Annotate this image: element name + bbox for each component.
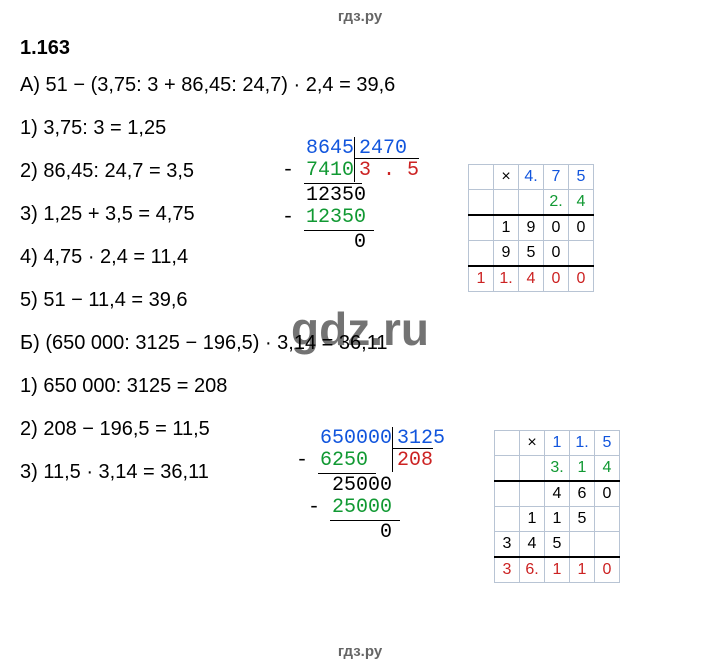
mult-cell	[569, 241, 594, 267]
page-footer: гдз.ру	[0, 639, 720, 660]
section-number: 1.163	[20, 37, 700, 60]
mult-cell	[494, 190, 519, 216]
mult-cell: 9	[494, 241, 519, 267]
mult-cell: 1	[469, 266, 494, 292]
mult-cell: 7	[544, 165, 569, 190]
mult-cell	[495, 507, 520, 532]
mult-cell	[495, 456, 520, 482]
mult-cell	[495, 431, 520, 456]
mult-cell: 5	[545, 532, 570, 558]
mult-cell	[495, 481, 520, 507]
mult-cell: ×	[520, 431, 545, 456]
part-b-step-1: 1) 650 000: 3125 = 208	[20, 375, 700, 398]
content: 1.163 А) 51 − (3,75: 3 + 86,45: 24,7) · …	[0, 25, 720, 484]
longdiv-b: 6500003125 - 6250 208 25000 - 25000 0	[296, 428, 445, 544]
mult-cell: 2.	[544, 190, 569, 216]
mult-cell: 1	[520, 507, 545, 532]
mult-cell: 6.	[520, 557, 545, 583]
mult-cell: 4.	[519, 165, 544, 190]
mult-cell: 1	[570, 456, 595, 482]
mult-cell: 0	[569, 266, 594, 292]
part-a-main: А) 51 − (3,75: 3 + 86,45: 24,7) · 2,4 = …	[20, 74, 700, 97]
mult-cell	[469, 241, 494, 267]
mult-cell	[469, 215, 494, 241]
mult-cell: 3.	[545, 456, 570, 482]
mult-cell: 1.	[570, 431, 595, 456]
page-header: гдз.ру	[0, 0, 720, 25]
mult-cell	[469, 190, 494, 216]
mult-cell: 5	[519, 241, 544, 267]
mult-cell: 4	[569, 190, 594, 216]
mult-table-a: ×4.75 2.4 1900 950 11.400	[468, 164, 594, 292]
mult-cell: 3	[495, 532, 520, 558]
mult-cell: 1	[570, 557, 595, 583]
mult-cell	[519, 190, 544, 216]
mult-cell: 0	[544, 241, 569, 267]
mult-cell: 6	[570, 481, 595, 507]
mult-cell	[520, 481, 545, 507]
mult-cell: 1.	[494, 266, 519, 292]
part-b-main: Б) (650 000: 3125 − 196,5) · 3,14 = 36,1…	[20, 332, 700, 355]
mult-cell: 4	[595, 456, 620, 482]
mult-cell: 1	[545, 507, 570, 532]
longdiv-a: 86452470 - 74103 . 5 12350 - 12350 0	[282, 138, 419, 254]
mult-cell: 5	[569, 165, 594, 190]
mult-cell: 0	[595, 481, 620, 507]
mult-cell: 5	[570, 507, 595, 532]
mult-cell: 1	[494, 215, 519, 241]
mult-cell: 3	[495, 557, 520, 583]
mult-cell: 4	[519, 266, 544, 292]
mult-cell: 0	[544, 266, 569, 292]
mult-cell: 1	[545, 557, 570, 583]
mult-cell: 5	[595, 431, 620, 456]
mult-cell	[469, 165, 494, 190]
mult-table-b: ×11.5 3.14 460 115 345 36.110	[494, 430, 620, 583]
mult-cell: 1	[545, 431, 570, 456]
mult-cell: ×	[494, 165, 519, 190]
mult-cell: 4	[520, 532, 545, 558]
mult-cell: 9	[519, 215, 544, 241]
mult-cell: 0	[544, 215, 569, 241]
mult-cell	[520, 456, 545, 482]
mult-cell	[595, 532, 620, 558]
mult-cell	[570, 532, 595, 558]
part-a-step-5: 5) 51 − 11,4 = 39,6	[20, 289, 700, 312]
mult-cell: 0	[569, 215, 594, 241]
mult-cell: 0	[595, 557, 620, 583]
mult-cell	[595, 507, 620, 532]
mult-cell: 4	[545, 481, 570, 507]
